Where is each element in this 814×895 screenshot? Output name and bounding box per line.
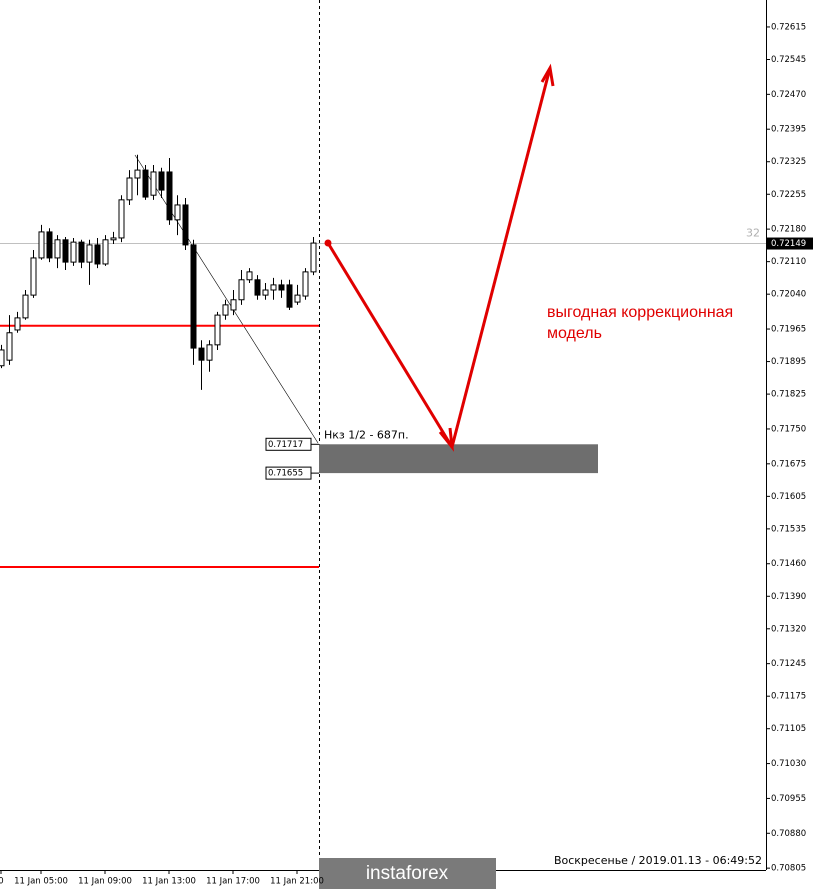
candle-body	[94, 244, 101, 265]
price-label-box	[767, 237, 813, 250]
price-label: 0.72149	[771, 239, 806, 249]
candle-body	[190, 244, 197, 349]
candle-body	[230, 299, 237, 311]
candle-body	[222, 304, 229, 316]
logo: instaforex	[366, 863, 449, 884]
candle-body	[142, 169, 149, 198]
y-tick-label: 0.71535	[771, 524, 806, 534]
y-tick-label: 0.71245	[771, 659, 806, 669]
zone-label: Нкз 1/2 - 687п.	[324, 428, 409, 441]
y-tick-label: 0.71320	[771, 624, 806, 634]
arrows	[324, 63, 555, 452]
candle-body	[270, 284, 277, 291]
candle-body	[118, 199, 125, 239]
candle-body	[158, 171, 165, 191]
candle-body	[302, 271, 309, 297]
x-tick-label: 11 Jan 21:00	[270, 877, 324, 887]
candle-body	[22, 294, 29, 319]
candle-body	[246, 271, 253, 281]
candle-body	[238, 279, 245, 301]
candle-body	[174, 204, 181, 221]
y-tick-label: 0.70805	[771, 864, 806, 874]
candle-body	[54, 239, 61, 259]
y-tick-label: 0.71750	[771, 424, 806, 434]
plot	[0, 154, 766, 568]
y-tick-label: 0.70955	[771, 794, 806, 804]
candle-body	[150, 171, 157, 196]
candle-body	[206, 344, 213, 361]
candle-body	[198, 347, 205, 361]
y-tick-label: 0.71675	[771, 459, 806, 469]
annotation: модель	[547, 325, 602, 342]
annotation: выгодная коррекционная	[547, 304, 733, 321]
y-tick-label: 0.72470	[771, 90, 806, 100]
x-tick-label: 11 Jan 09:00	[78, 877, 132, 887]
arrow-line	[326, 242, 454, 448]
status-text: Воскресенье / 2019.01.13 - 06:49:52	[554, 854, 762, 867]
candle-body	[78, 241, 85, 263]
y-tick-label: 0.71895	[771, 357, 806, 367]
candle-body	[102, 239, 109, 265]
candle-body	[86, 244, 93, 263]
x-tick-label: 11 Jan 13:00	[142, 877, 196, 887]
candle-body	[286, 284, 293, 308]
zone	[319, 444, 598, 474]
y-tick-label: 0.72180	[771, 225, 806, 235]
spread-label: 32	[746, 227, 760, 240]
candle-body	[182, 204, 189, 246]
candle-body	[46, 231, 53, 259]
y-tick-label: 0.71030	[771, 759, 806, 769]
candle-body	[262, 289, 269, 296]
y-tick-label: 0.72615	[771, 22, 806, 32]
trend-line	[134, 154, 319, 444]
y-tick-label: 0.72040	[771, 290, 806, 300]
candle-body	[62, 239, 69, 263]
x-tick-label: 0	[0, 877, 4, 887]
y-tick-label: 0.72545	[771, 55, 806, 65]
y-tick-label: 0.71460	[771, 559, 806, 569]
x-tick-label: 11 Jan 17:00	[206, 877, 260, 887]
candle-body	[110, 237, 117, 241]
candle-body	[214, 314, 221, 346]
zone-price-label: 0.71655	[268, 469, 303, 479]
candle-body	[6, 332, 13, 361]
y-tick-label: 0.71175	[771, 692, 806, 702]
y-tick-label: 0.71605	[771, 492, 806, 502]
zone-price-label: 0.71717	[268, 440, 303, 450]
arrow-head	[540, 63, 555, 87]
y-tick-label: 0.71390	[771, 592, 806, 602]
candle-body	[278, 284, 285, 291]
x-tick-label: 11 Jan 05:00	[14, 877, 68, 887]
candle-body	[70, 241, 77, 263]
y-tick-label: 0.71105	[771, 724, 806, 734]
y-tick-label: 0.72110	[771, 257, 806, 267]
y-tick-label: 0.71965	[771, 325, 806, 335]
y-tick-label: 0.71825	[771, 390, 806, 400]
arrow-line	[450, 67, 552, 448]
candle-body	[254, 279, 261, 296]
candle-body	[294, 294, 301, 303]
candle-body	[0, 349, 5, 367]
candle-body	[14, 317, 21, 331]
y-tick-label: 0.72395	[771, 125, 806, 135]
candle-body	[30, 257, 37, 296]
logo-box	[319, 858, 496, 889]
candle-body	[134, 169, 141, 179]
candle-body	[38, 231, 45, 259]
y-tick-label: 0.72255	[771, 190, 806, 200]
y-tick-label: 0.70880	[771, 829, 806, 839]
candle-body	[166, 171, 173, 221]
candle-body	[126, 177, 133, 201]
candle-body	[310, 242, 317, 273]
y-tick-label: 0.72325	[771, 157, 806, 167]
